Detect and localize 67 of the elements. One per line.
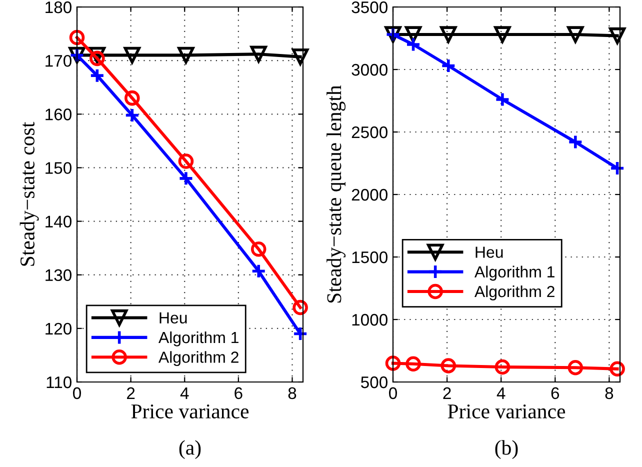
y-tick-label: 130 <box>46 269 72 282</box>
point <box>292 48 309 66</box>
point <box>124 90 140 106</box>
x-axis-title: Price variance <box>131 404 249 418</box>
point <box>178 154 194 169</box>
point <box>568 360 584 376</box>
point <box>292 326 308 342</box>
x-tick-label: 6 <box>234 387 242 400</box>
x-tick-label: 2 <box>443 387 451 399</box>
text: (a) <box>179 440 201 460</box>
x-tick-label: 2 <box>127 387 135 399</box>
point <box>440 358 456 374</box>
point <box>406 36 421 52</box>
y-tick-label: 180 <box>46 1 72 14</box>
y-tick-label: 120 <box>46 322 72 335</box>
y-tick-label: 2500 <box>352 126 388 138</box>
point <box>178 170 194 186</box>
point <box>250 263 266 279</box>
point <box>69 30 85 46</box>
point <box>568 134 584 150</box>
y-tick-label: 170 <box>46 54 72 67</box>
legend-label: Algorithm 1 <box>474 266 554 281</box>
point <box>608 27 626 44</box>
y-tick-label: 150 <box>46 162 72 174</box>
x-axis-title: Price variance <box>448 404 566 418</box>
point <box>494 92 510 108</box>
y-tick-label: 3000 <box>352 64 388 76</box>
x-tick-label: 4 <box>180 387 189 399</box>
point <box>610 160 625 176</box>
y-tick-label: 160 <box>46 108 72 120</box>
x-tick-label: 8 <box>605 387 614 400</box>
y-tick-label: 3500 <box>352 1 388 14</box>
x-tick-label: 4 <box>496 387 506 399</box>
point <box>124 46 140 64</box>
legend-label: Algorithm 2 <box>158 351 238 366</box>
x-tick-label: 0 <box>389 387 397 400</box>
point <box>610 361 625 377</box>
legend-label: Algorithm 1 <box>158 331 238 346</box>
y-tick-label: 110 <box>46 376 72 388</box>
point <box>440 58 456 74</box>
text: (b) <box>495 440 518 460</box>
legend-label: Heu <box>476 246 503 258</box>
point <box>385 356 401 371</box>
y-tick-label: 140 <box>46 216 72 228</box>
point <box>440 26 457 43</box>
x-tick-label: 6 <box>551 387 560 400</box>
point <box>124 108 140 123</box>
point <box>250 242 266 257</box>
y-tick-label: 2000 <box>352 188 388 201</box>
point <box>90 68 105 84</box>
y-tick-label: 1500 <box>352 251 388 264</box>
point <box>567 26 584 43</box>
point <box>494 359 510 375</box>
y-tick-label: 1000 <box>352 314 388 326</box>
point <box>178 46 194 64</box>
point <box>90 50 105 66</box>
y-tick-label: 500 <box>361 376 388 388</box>
y-axis-title: Steady−state cost <box>20 122 39 266</box>
point <box>406 356 421 372</box>
x-tick-label: 8 <box>288 387 296 400</box>
point <box>250 46 267 62</box>
point <box>292 300 308 316</box>
legend-label: Heu <box>160 312 187 324</box>
legend-label: Algorithm 2 <box>474 285 554 300</box>
y-axis-title: Steady−state queue length <box>326 85 346 303</box>
x-tick-label: 0 <box>73 387 81 400</box>
point <box>494 26 511 43</box>
